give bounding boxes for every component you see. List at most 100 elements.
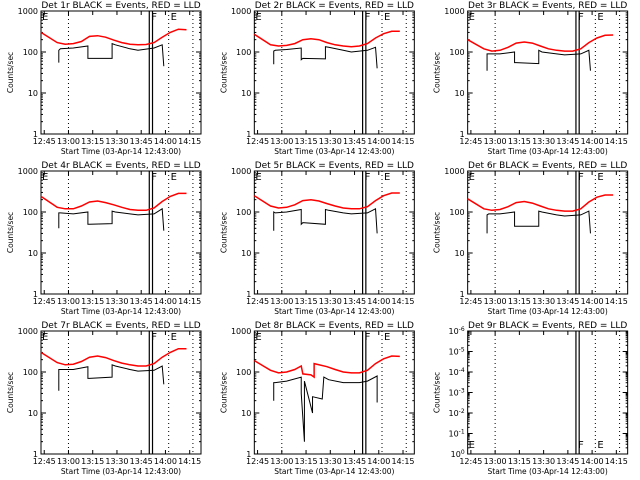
x-tick-label: 13:15 [508, 457, 531, 466]
marker-label: E [171, 332, 177, 343]
y-tick-label: 1000 [231, 327, 251, 336]
x-tick-label: 14:15 [605, 297, 628, 306]
x-tick-label: 13:00 [484, 457, 507, 466]
x-tick-label: 14:00 [581, 297, 604, 306]
y-tick-label: 10 [454, 249, 464, 258]
events-series [58, 364, 165, 391]
x-tick-label: 13:30 [105, 297, 128, 306]
y-tick-label: 10 [454, 89, 464, 98]
x-tick-label: 13:00 [270, 457, 293, 466]
marker-label: E [255, 332, 261, 343]
x-tick-label: 13:45 [556, 137, 579, 146]
x-tick-label: 13:30 [319, 297, 342, 306]
detector-panel: Det 9r BLACK = Events, RED = LLD E F E 12:45… [433, 321, 629, 476]
y-tick-label: 10 [241, 249, 251, 258]
x-tick-label: 13:00 [484, 137, 507, 146]
y-tick-label: 10-4 [448, 367, 464, 377]
y-tick-label: 10 [28, 89, 38, 98]
x-tick-label: 12:45 [246, 457, 269, 466]
y-tick-label: 10-5 [448, 347, 464, 357]
x-tick-label: 14:00 [154, 297, 177, 306]
x-tick-label: 13:00 [57, 457, 80, 466]
x-tick-label: 14:15 [605, 457, 628, 466]
y-axis-label: Counts/sec [433, 372, 442, 413]
events-series [273, 375, 378, 442]
marker-label: F [151, 172, 157, 183]
y-axis-label: Counts/sec [433, 52, 442, 93]
marker-label: F [578, 440, 584, 451]
y-tick-label: 1 [246, 450, 251, 459]
y-tick-label: 1 [460, 290, 465, 299]
panel-title: Det 4r BLACK = Events, RED = LLD [41, 161, 200, 171]
panel-title: Det 8r BLACK = Events, RED = LLD [255, 321, 414, 331]
x-axis-label: Start Time (03-Apr-14 12:43:00) [61, 147, 181, 156]
plot-frame [40, 330, 202, 455]
x-tick-label: 13:45 [343, 297, 366, 306]
plot-frame [467, 330, 629, 455]
x-tick-label: 12:45 [459, 297, 482, 306]
x-tick-label: 14:15 [178, 137, 201, 146]
x-axis-label: Start Time (03-Apr-14 12:43:00) [488, 307, 608, 316]
y-tick-label: 1 [33, 130, 38, 139]
marker-label: E [597, 12, 603, 23]
y-tick-label: 10-1 [448, 429, 464, 439]
marker-label: E [255, 172, 261, 183]
y-tick-label: 1 [33, 450, 38, 459]
x-tick-label: 13:00 [484, 297, 507, 306]
x-tick-label: 13:45 [343, 457, 366, 466]
x-tick-label: 13:15 [508, 137, 531, 146]
x-tick-label: 13:30 [319, 137, 342, 146]
y-tick-label: 1000 [444, 167, 464, 176]
y-tick-label: 1 [460, 130, 465, 139]
marker-label: F [151, 332, 157, 343]
x-tick-label: 14:00 [367, 137, 390, 146]
y-tick-label: 1000 [231, 167, 251, 176]
events-series [486, 210, 591, 234]
x-tick-label: 13:45 [130, 457, 153, 466]
marker-label: E [384, 332, 390, 343]
lld-series [253, 355, 400, 379]
plot-frame [253, 170, 415, 295]
x-tick-label: 12:45 [33, 457, 56, 466]
x-tick-label: 13:30 [319, 457, 342, 466]
marker-label: E [255, 12, 261, 23]
x-tick-label: 12:45 [246, 137, 269, 146]
y-tick-label: 10 [241, 409, 251, 418]
panel-title: Det 7r BLACK = Events, RED = LLD [41, 321, 200, 331]
events-series [58, 42, 165, 67]
x-tick-label: 13:15 [81, 457, 104, 466]
x-tick-label: 13:15 [81, 137, 104, 146]
lld-series [467, 34, 614, 52]
x-tick-label: 13:45 [130, 137, 153, 146]
x-tick-label: 14:15 [178, 457, 201, 466]
marker-label: E [384, 12, 390, 23]
x-tick-label: 13:45 [556, 457, 579, 466]
panel-title: Det 6r BLACK = Events, RED = LLD [468, 161, 627, 171]
marker-label: E [469, 12, 475, 23]
marker-label: F [151, 12, 157, 23]
x-axis-label: Start Time (03-Apr-14 12:43:00) [274, 467, 394, 476]
y-tick-label: 10-6 [448, 326, 464, 336]
x-tick-label: 13:30 [105, 137, 128, 146]
x-tick-label: 12:45 [33, 297, 56, 306]
x-tick-label: 13:30 [105, 457, 128, 466]
y-tick-label: 1 [246, 290, 251, 299]
y-tick-label: 10 [28, 409, 38, 418]
y-tick-label: 1000 [18, 167, 38, 176]
y-axis-label: Counts/sec [6, 372, 15, 413]
y-tick-label: 100 [23, 368, 38, 377]
y-tick-label: 1000 [231, 7, 251, 16]
y-tick-label: 100 [23, 208, 38, 217]
x-tick-label: 12:45 [459, 457, 482, 466]
y-tick-label: 100 [449, 48, 464, 57]
marker-label: F [578, 172, 584, 183]
x-tick-label: 13:45 [556, 297, 579, 306]
marker-label: E [597, 172, 603, 183]
panel-title: Det 1r BLACK = Events, RED = LLD [41, 1, 200, 11]
y-tick-label: 1 [246, 130, 251, 139]
